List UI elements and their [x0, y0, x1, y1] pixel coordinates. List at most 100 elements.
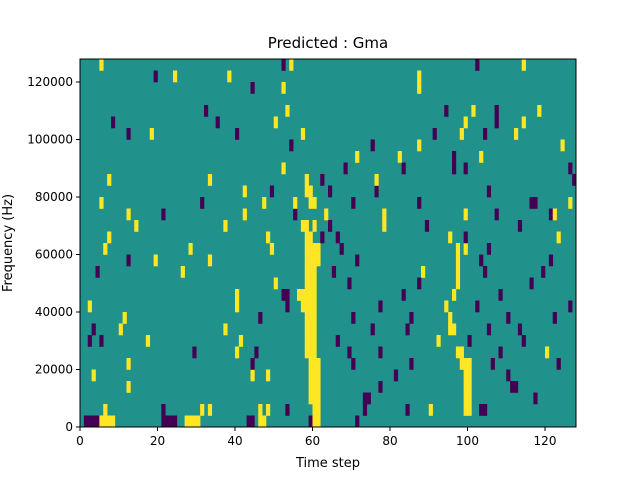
cell	[510, 381, 515, 393]
y-tick-label: 100000	[27, 133, 73, 147]
cell	[347, 277, 352, 290]
cell	[281, 59, 286, 71]
cell	[514, 128, 519, 140]
cell	[448, 231, 453, 244]
cell	[289, 139, 294, 152]
cell	[374, 174, 379, 186]
cell	[188, 415, 193, 428]
cell	[111, 415, 116, 428]
cell	[452, 151, 457, 163]
cell	[308, 369, 313, 382]
cell	[122, 312, 127, 324]
cell	[304, 254, 309, 267]
x-tick-label: 40	[227, 434, 242, 448]
cell	[207, 404, 213, 416]
cell	[417, 277, 422, 290]
cell	[374, 185, 379, 198]
y-tick-label: 60000	[35, 248, 73, 262]
cell	[312, 243, 317, 255]
cell	[304, 277, 309, 290]
cell	[335, 231, 340, 244]
plot-frame	[79, 58, 577, 428]
cell	[521, 335, 526, 347]
cell	[312, 358, 317, 370]
cell	[355, 415, 360, 428]
cell	[215, 116, 220, 129]
cell	[467, 358, 472, 370]
cell	[308, 266, 313, 278]
cell	[304, 300, 309, 313]
cell	[537, 105, 542, 117]
cell	[417, 139, 422, 152]
cell	[304, 243, 309, 255]
cell	[312, 335, 317, 347]
cell	[161, 208, 166, 221]
x-tick-label: 60	[305, 434, 320, 448]
chart-title: Predicted : Gma	[268, 34, 388, 52]
cell	[293, 208, 298, 221]
cell	[448, 323, 453, 336]
cell	[91, 369, 96, 382]
cell	[99, 335, 104, 347]
x-axis-label: Time step	[295, 456, 360, 471]
cell	[486, 185, 492, 198]
cell	[250, 358, 255, 370]
y-axis-label: Frequency (Hz)	[1, 194, 16, 292]
cell	[285, 289, 290, 301]
cell	[285, 300, 290, 313]
cell	[467, 369, 472, 382]
cell	[250, 369, 255, 382]
cell	[312, 277, 317, 290]
background-cells	[80, 59, 576, 427]
cell	[521, 59, 526, 71]
cell	[506, 369, 511, 382]
cell	[463, 208, 468, 221]
cell	[444, 105, 449, 117]
cell	[452, 162, 457, 175]
cell	[475, 59, 480, 71]
cell	[308, 231, 313, 244]
cell	[235, 128, 240, 140]
cell	[200, 404, 205, 416]
cell	[316, 415, 321, 428]
cell	[258, 312, 263, 324]
cell	[312, 392, 317, 405]
cell	[455, 346, 461, 359]
cell	[304, 266, 309, 278]
cell	[486, 323, 492, 336]
cell	[366, 392, 371, 405]
cell	[401, 289, 406, 301]
cell	[134, 220, 139, 232]
cell	[289, 59, 294, 71]
cell	[103, 404, 108, 416]
cell	[192, 346, 197, 359]
x-tick-label: 20	[150, 434, 165, 448]
cell	[494, 105, 499, 117]
cell	[463, 162, 468, 175]
cell	[304, 312, 309, 324]
cell	[556, 231, 561, 244]
cell	[169, 415, 174, 428]
cell	[452, 323, 457, 336]
cell	[308, 381, 313, 393]
cell	[304, 346, 309, 359]
cell	[320, 174, 325, 186]
cell	[409, 358, 414, 370]
cell	[95, 415, 100, 428]
cell	[107, 174, 112, 186]
cell	[304, 220, 309, 232]
cell	[378, 346, 383, 359]
y-tick-label: 80000	[35, 190, 73, 204]
cell	[463, 381, 468, 393]
cell	[242, 185, 247, 198]
cell	[126, 128, 131, 140]
x-tick-label: 120	[534, 434, 557, 448]
cell	[192, 415, 197, 428]
cell	[149, 128, 154, 140]
cell	[316, 381, 321, 393]
y-tick-label: 20000	[35, 363, 73, 377]
x-tick-label: 0	[76, 434, 84, 448]
cell	[417, 70, 422, 83]
cell	[393, 369, 399, 382]
cell	[308, 277, 313, 290]
